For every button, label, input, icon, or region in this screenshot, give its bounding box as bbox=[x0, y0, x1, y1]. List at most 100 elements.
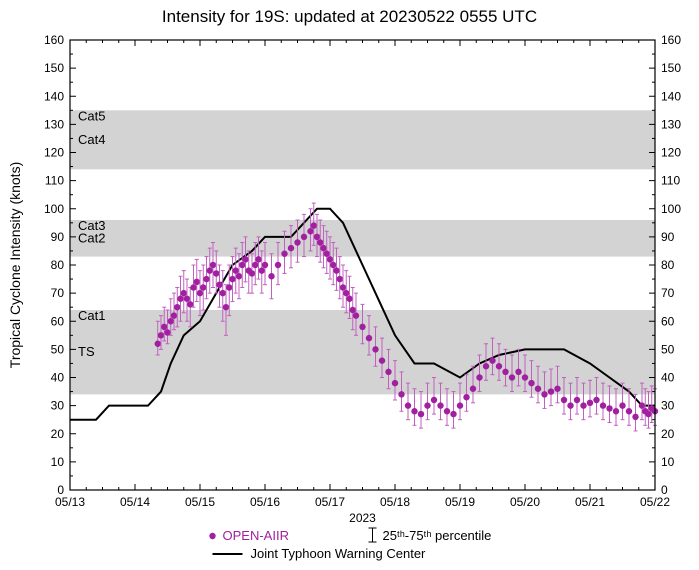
y-tick-label-right: 20 bbox=[661, 427, 675, 441]
x-tick-label: 05/19 bbox=[445, 495, 475, 509]
data-point bbox=[340, 284, 346, 290]
data-point bbox=[333, 267, 339, 273]
data-point bbox=[194, 279, 200, 285]
data-point bbox=[252, 262, 258, 268]
data-point bbox=[470, 386, 476, 392]
y-tick-label: 160 bbox=[44, 33, 64, 47]
data-point bbox=[200, 284, 206, 290]
legend-open-aiir: OPEN-AIIR bbox=[223, 528, 289, 543]
data-point bbox=[187, 301, 193, 307]
data-point bbox=[350, 307, 356, 313]
y-tick-label: 80 bbox=[51, 258, 65, 272]
data-point bbox=[431, 397, 437, 403]
data-point bbox=[509, 374, 515, 380]
x-sub-label: 2023 bbox=[349, 511, 376, 525]
data-point bbox=[314, 234, 320, 240]
cat-band bbox=[70, 220, 655, 257]
data-point bbox=[567, 402, 573, 408]
data-point bbox=[220, 290, 226, 296]
y-tick-label-right: 140 bbox=[661, 89, 681, 103]
cat-label: Cat4 bbox=[78, 132, 105, 147]
data-point bbox=[483, 363, 489, 369]
data-point bbox=[216, 281, 222, 287]
data-point bbox=[268, 273, 274, 279]
data-point bbox=[411, 408, 417, 414]
data-point bbox=[626, 408, 632, 414]
data-point bbox=[476, 374, 482, 380]
y-tick-label: 90 bbox=[51, 230, 65, 244]
data-point bbox=[343, 290, 349, 296]
y-tick-label-right: 150 bbox=[661, 61, 681, 75]
data-point bbox=[320, 245, 326, 251]
data-point bbox=[385, 369, 391, 375]
data-point bbox=[645, 411, 651, 417]
y-tick-label: 100 bbox=[44, 202, 64, 216]
data-point bbox=[379, 357, 385, 363]
y-tick-label: 110 bbox=[45, 174, 64, 188]
data-point bbox=[236, 273, 242, 279]
data-point bbox=[294, 239, 300, 245]
data-point bbox=[324, 251, 330, 257]
y-tick-label-right: 160 bbox=[661, 33, 681, 47]
data-point bbox=[174, 304, 180, 310]
data-point bbox=[366, 335, 372, 341]
y-tick-label-right: 60 bbox=[661, 314, 675, 328]
data-point bbox=[288, 245, 294, 251]
data-point bbox=[177, 296, 183, 302]
y-tick-label-right: 100 bbox=[661, 202, 681, 216]
x-tick-label: 05/21 bbox=[575, 495, 605, 509]
data-point bbox=[424, 402, 430, 408]
data-point bbox=[233, 267, 239, 273]
y-tick-label-right: 130 bbox=[661, 117, 681, 131]
y-tick-label-right: 110 bbox=[661, 174, 680, 188]
cat-text-label: Cat5 bbox=[78, 108, 105, 123]
data-point bbox=[337, 276, 343, 282]
data-point bbox=[554, 386, 560, 392]
data-point bbox=[613, 408, 619, 414]
data-point bbox=[502, 369, 508, 375]
data-point bbox=[489, 357, 495, 363]
data-point bbox=[210, 262, 216, 268]
data-point bbox=[437, 402, 443, 408]
y-tick-label: 30 bbox=[51, 399, 65, 413]
y-tick-label-right: 90 bbox=[661, 230, 675, 244]
legend-jtwc: Joint Typhoon Warning Center bbox=[251, 546, 427, 561]
y-tick-label: 60 bbox=[51, 314, 65, 328]
data-point bbox=[359, 324, 365, 330]
data-point bbox=[311, 222, 317, 228]
data-point bbox=[548, 388, 554, 394]
data-point bbox=[606, 405, 612, 411]
chart-svg: Intensity for 19S: updated at 20230522 0… bbox=[0, 0, 699, 570]
y-tick-label-right: 30 bbox=[661, 399, 675, 413]
y-tick-label: 150 bbox=[44, 61, 64, 75]
chart-title: Intensity for 19S: updated at 20230522 0… bbox=[162, 7, 537, 26]
x-tick-label: 05/13 bbox=[55, 495, 85, 509]
cat-band bbox=[70, 110, 655, 169]
legend-percentile: 25ᵗʰ-75ᵗʰ percentile bbox=[383, 528, 492, 543]
y-tick-label-right: 40 bbox=[661, 371, 675, 385]
data-point bbox=[353, 312, 359, 318]
data-point bbox=[619, 402, 625, 408]
y-tick-label: 50 bbox=[51, 342, 65, 356]
data-point bbox=[242, 256, 248, 262]
y-tick-label: 20 bbox=[51, 427, 65, 441]
data-point bbox=[346, 296, 352, 302]
data-point bbox=[155, 341, 161, 347]
data-point bbox=[574, 397, 580, 403]
data-point bbox=[262, 262, 268, 268]
data-point bbox=[561, 397, 567, 403]
data-point bbox=[522, 374, 528, 380]
data-point bbox=[463, 394, 469, 400]
x-tick-label: 05/15 bbox=[185, 495, 215, 509]
data-point bbox=[203, 276, 209, 282]
data-point bbox=[168, 318, 174, 324]
x-tick-label: 05/20 bbox=[510, 495, 540, 509]
data-point bbox=[593, 397, 599, 403]
data-point bbox=[317, 239, 323, 245]
data-point bbox=[515, 369, 521, 375]
y-tick-label-right: 10 bbox=[661, 455, 675, 469]
data-point bbox=[197, 290, 203, 296]
data-point bbox=[444, 408, 450, 414]
chart-container: Intensity for 19S: updated at 20230522 0… bbox=[0, 0, 699, 570]
data-point bbox=[181, 290, 187, 296]
